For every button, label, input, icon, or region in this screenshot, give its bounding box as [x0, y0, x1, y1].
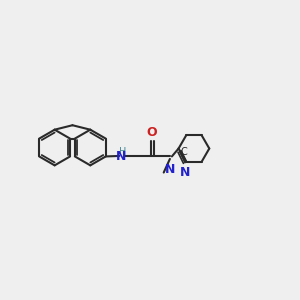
Text: N: N: [180, 166, 191, 178]
Text: N: N: [165, 163, 175, 176]
Text: O: O: [147, 126, 158, 139]
Text: C: C: [181, 147, 188, 157]
Text: N: N: [116, 150, 126, 163]
Text: H: H: [119, 148, 126, 158]
